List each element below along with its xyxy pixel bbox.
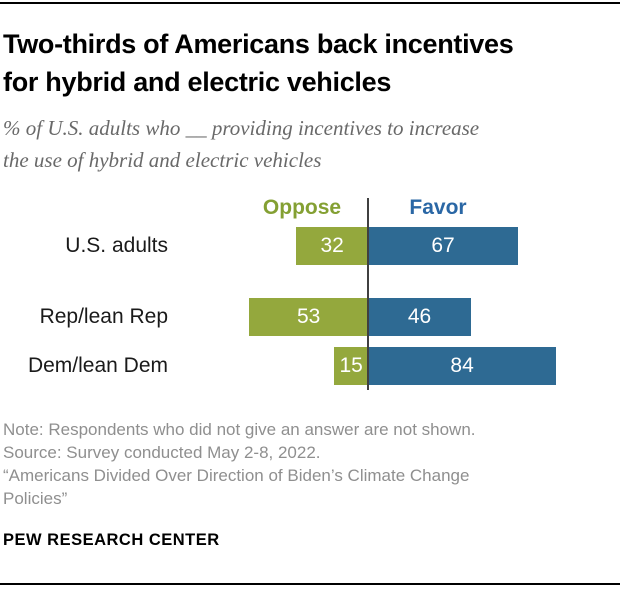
bar-value-label: 53 [296,305,321,328]
category-label: Dem/lean Dem [27,354,168,377]
favor-bar: 46 [368,298,472,336]
oppose-bar: 32 [296,227,368,265]
oppose-bar: 15 [334,347,368,385]
legend-oppose-label: Oppose [262,196,342,219]
note-line: Note: Respondents who did not give an an… [3,420,476,439]
chart-subtitle: % of U.S. adults who __ providing incent… [3,112,479,176]
bar-value-label: 46 [407,305,432,328]
bar-value-label: 32 [320,234,344,257]
axis-line [367,198,369,390]
favor-bar: 84 [368,347,557,385]
subtitle-line-2: the use of hybrid and electric vehicles [3,148,322,172]
category-label: U.S. adults [65,234,168,257]
source-line: Source: Survey conducted May 2-8, 2022. [3,443,321,462]
bar-value-label: 84 [450,354,474,377]
report-title-line-1: “Americans Divided Over Direction of Bid… [3,466,470,485]
category-label: Rep/lean Rep [39,305,168,328]
subtitle-line-1: % of U.S. adults who __ providing incent… [3,116,480,140]
top-rule [0,2,620,4]
pew-research-center-wordmark: PEW RESEARCH CENTER [3,531,220,549]
title-line-2: for hybrid and electric vehicles [3,67,392,97]
chart-notes: Note: Respondents who did not give an an… [3,418,476,510]
report-title-line-2: Policies” [3,489,68,508]
oppose-bar: 53 [249,298,368,336]
page-title: Two-thirds of Americans back incentives … [3,25,514,101]
title-line-1: Two-thirds of Americans back incentives [3,29,514,59]
bottom-rule [0,583,620,585]
legend-favor-label: Favor [409,196,467,219]
bar-value-label: 15 [339,354,363,377]
bar-value-label: 67 [431,234,455,257]
favor-bar: 67 [368,227,519,265]
